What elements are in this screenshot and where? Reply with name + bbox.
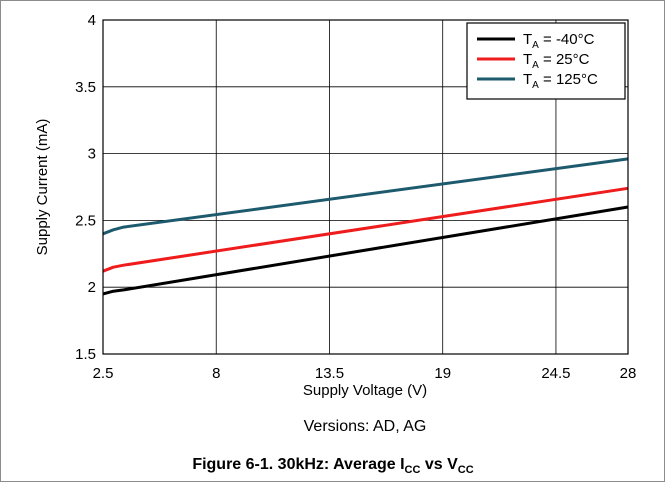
caption-prefix: Figure 6-1. 30kHz: Average I: [192, 456, 404, 473]
versions-subtitle: Versions: AD, AG: [304, 418, 427, 435]
x-tick-label: 24.5: [541, 365, 570, 382]
series-line-1: [102, 186, 629, 273]
caption-mid: vs V: [420, 456, 458, 473]
y-axis-title: Supply Current (mA): [34, 119, 51, 256]
x-tick-label: 2.5: [93, 365, 114, 382]
plot-border: [102, 19, 629, 355]
caption-sub-2: CC: [458, 464, 474, 476]
legend: TA = -40°CTA = 25°CTA = 125°C: [466, 22, 626, 100]
x-tick-labels: 2.5 8 13.5 19 24.5 28: [93, 365, 637, 382]
y-tick-label: 4: [88, 12, 96, 29]
x-tick-label: 13.5: [315, 365, 344, 382]
series-lines: [102, 157, 629, 296]
y-tick-labels: 1.5 2 2.5 3 3.5 4: [75, 12, 96, 363]
caption-sub-1: CC: [405, 464, 421, 476]
series-line-2: [102, 157, 629, 236]
series-line-0: [102, 205, 629, 296]
legend-entry-2: TA = 125°C: [523, 71, 598, 91]
legend-box: [466, 22, 626, 100]
legend-entry-1: TA = 25°C: [523, 51, 590, 71]
figure-caption: Figure 6-1. 30kHz: Average ICC vs VCC: [192, 456, 473, 476]
x-tick-label: 28: [620, 365, 637, 382]
y-tick-label: 3.5: [75, 79, 96, 96]
y-tick-label: 1.5: [75, 346, 96, 363]
y-tick-label: 3: [88, 146, 96, 163]
legend-entry-0: TA = -40°C: [523, 31, 595, 51]
y-tick-label: 2.5: [75, 212, 96, 229]
x-axis-title: Supply Voltage (V): [303, 382, 427, 399]
y-tick-label: 2: [88, 279, 96, 296]
x-tick-label: 8: [212, 365, 220, 382]
x-tick-label: 19: [434, 365, 451, 382]
